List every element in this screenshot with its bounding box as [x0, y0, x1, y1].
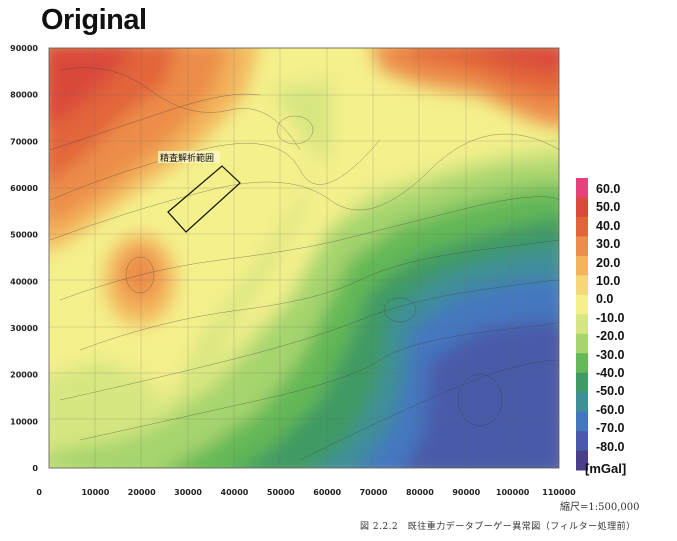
page-title: Original — [41, 4, 147, 36]
x-tick-label: 80000 — [406, 488, 434, 497]
anomaly-field — [49, 48, 559, 468]
y-tick-label: 20000 — [10, 371, 38, 380]
scale-text: 縮尺=1:500,000 — [560, 502, 640, 513]
colorbar-swatch — [576, 372, 588, 393]
colorbar-level-label: 40.0 — [596, 218, 621, 233]
y-tick-label: 0 — [32, 464, 38, 473]
colorbar-level-label: -10.0 — [596, 310, 625, 325]
x-tick-label: 40000 — [221, 488, 249, 497]
colorbar-swatch — [576, 294, 588, 315]
colorbar-swatch — [576, 197, 588, 218]
colorbar — [576, 178, 588, 471]
x-tick-label: 50000 — [267, 488, 295, 497]
colorbar-swatch — [576, 353, 588, 374]
y-tick-label: 80000 — [10, 91, 38, 100]
colorbar-level-label: -70.0 — [596, 421, 625, 436]
x-tick-label: 70000 — [360, 488, 388, 497]
colorbar-level-label: 30.0 — [596, 237, 621, 252]
colorbar-swatch — [576, 333, 588, 354]
analysis-area-outline — [167, 165, 241, 233]
colorbar-swatch — [576, 236, 588, 257]
x-tick-label: 0 — [36, 488, 42, 497]
x-tick-label: 30000 — [174, 488, 202, 497]
colorbar-unit: [mGal] — [585, 461, 627, 476]
colorbar-level-label: -50.0 — [596, 384, 625, 399]
y-axis: 90000 80000 70000 60000 50000 40000 30000 20000… — [10, 44, 38, 473]
colorbar-level-label: -20.0 — [596, 329, 625, 344]
colorbar-level-label: -60.0 — [596, 402, 625, 417]
map-frame — [48, 47, 560, 469]
y-tick-label: 70000 — [10, 137, 38, 146]
x-tick-label: 60000 — [313, 488, 341, 497]
y-tick-label: 50000 — [10, 231, 38, 240]
colorbar-level-label: 50.0 — [596, 200, 621, 215]
colorbar-swatch — [576, 450, 588, 471]
y-tick-label: 90000 — [10, 44, 38, 53]
colorbar-level-label: 0.0 — [596, 292, 614, 307]
colorbar-swatch — [576, 216, 588, 237]
y-tick-label: 10000 — [10, 417, 38, 426]
x-tick-label: 10000 — [81, 488, 109, 497]
colorbar-swatch — [576, 411, 588, 432]
colorbar-level-label: -30.0 — [596, 347, 625, 362]
analysis-area-label: 精査解析範囲 — [160, 152, 214, 164]
colorbar-level-label: 20.0 — [596, 255, 621, 270]
colorbar-swatch — [576, 275, 588, 296]
map-grid — [49, 48, 559, 468]
colorbar-level-label: 60.0 — [596, 182, 621, 196]
y-tick-label: 30000 — [10, 324, 38, 333]
x-axis: 0 10000 20000 30000 40000 50000 60000 70000 8000… — [36, 488, 576, 497]
y-tick-label: 60000 — [10, 184, 38, 193]
colorbar-swatch — [576, 392, 588, 413]
colorbar-level-label: -80.0 — [596, 439, 625, 454]
x-tick-label: 100000 — [496, 488, 530, 497]
colorbar-level-label: -40.0 — [596, 366, 625, 380]
x-tick-label: 90000 — [452, 488, 480, 497]
colorbar-level-label: 10.0 — [596, 274, 621, 288]
colorbar-swatch — [576, 431, 588, 452]
figure-caption: 図 2.2.2 既往重力データブーゲー異常図（フィルター処理前） — [360, 522, 636, 532]
y-tick-label: 40000 — [10, 277, 38, 286]
colorbar-swatch — [576, 178, 588, 198]
colorbar-swatch — [576, 255, 588, 276]
x-tick-label: 110000 — [542, 488, 576, 497]
colorbar-swatch — [576, 314, 588, 335]
x-tick-label: 20000 — [128, 488, 156, 497]
